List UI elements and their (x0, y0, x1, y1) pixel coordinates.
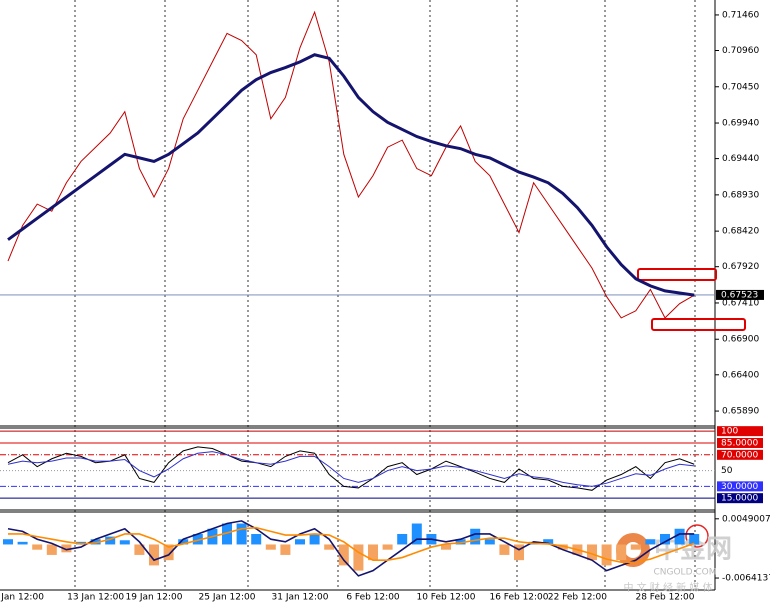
histogram-bar (90, 539, 101, 545)
histogram-bar (587, 544, 597, 561)
histogram-bar (368, 544, 378, 561)
histogram-bar (499, 544, 510, 555)
x-tick-label: 31 Jan 12:00 (272, 593, 329, 603)
histogram-bar (470, 528, 481, 545)
x-tick-label: 16 Feb 12:00 (489, 593, 548, 603)
line (7, 53, 695, 297)
current-price-box (716, 289, 764, 300)
level-label-box (717, 493, 763, 504)
line (7, 451, 695, 487)
histogram-bar (134, 544, 145, 555)
histogram-bar (178, 539, 189, 545)
histogram-bar (630, 544, 641, 550)
histogram-bar (557, 544, 568, 550)
x-tick-label: 28 Feb 12:00 (635, 593, 694, 603)
histogram-bar (192, 533, 203, 545)
y-tick-label: 30.0000 (721, 482, 758, 492)
line (7, 10, 695, 319)
histogram-bar (441, 544, 451, 550)
histogram-bar (251, 533, 262, 545)
histogram-bar (411, 523, 422, 545)
y-tick-label: 0.66400 (722, 370, 759, 380)
y-tick-label: 85.0000 (721, 438, 758, 448)
histogram-bar (149, 544, 159, 566)
panel-frames (0, 0, 716, 591)
histogram-bar (295, 539, 305, 545)
x-tick-label: Jan 12:00 (0, 593, 44, 603)
histogram-bar (324, 544, 335, 550)
level-label-box (717, 449, 763, 460)
histogram-bar (674, 528, 685, 545)
histogram-bar (280, 544, 291, 555)
histogram-bar (645, 539, 656, 545)
y-tick-label: 15.0000 (721, 494, 758, 504)
histogram-bar (616, 544, 627, 561)
histogram-bar (3, 539, 13, 545)
y-tick-label: 0.67920 (722, 262, 759, 272)
line (7, 520, 695, 577)
histogram-bar (601, 544, 612, 566)
histogram-bar (163, 544, 174, 561)
histogram-bar (543, 539, 554, 545)
histogram-bar (222, 523, 232, 545)
y-tick-label: 0.71460 (722, 10, 759, 20)
histogram-bar (514, 544, 524, 561)
histogram-bar (119, 540, 130, 545)
y-tick-label: 0.68930 (722, 190, 759, 200)
histogram-bar (455, 539, 466, 545)
x-tick-label: 25 Jan 12:00 (199, 593, 256, 603)
histogram-bar (353, 544, 364, 571)
histogram-bar (397, 533, 408, 545)
x-tick-label: 13 Jan 12:00 (67, 593, 124, 603)
y-tick-label: 0.0049007 (722, 514, 770, 524)
y-tick-label: 0.70960 (722, 46, 759, 56)
level-label-box (717, 481, 763, 492)
y-tick-label: 0.68420 (722, 227, 759, 237)
histogram-bar (105, 536, 116, 545)
highlight-boxes (637, 268, 746, 331)
histogram-bar (689, 533, 700, 545)
histogram-bar (382, 544, 393, 550)
line (7, 446, 695, 491)
histogram-bar (484, 539, 495, 545)
x-tick-label: 22 Feb 12:00 (548, 593, 607, 603)
histogram-bar (309, 533, 320, 545)
y-tick-label: 0.67410 (722, 298, 759, 308)
level-label-box (717, 437, 763, 448)
x-tick-label: 6 Feb 12:00 (346, 593, 400, 603)
y-tick-label: 0.69940 (722, 119, 759, 129)
histogram-bar (660, 533, 670, 545)
y-tick-label: 0.66900 (722, 335, 759, 345)
histogram-bar (265, 544, 276, 550)
line (8, 526, 695, 564)
y-tick-label: 50 (721, 466, 733, 476)
y-tick-label: -0.0064137 (722, 574, 770, 584)
histogram-bar (236, 523, 247, 545)
current-price-label: 0.67523 (721, 290, 758, 300)
y-tick-label: 0.65890 (722, 407, 759, 417)
y-tick-label: 0.70450 (722, 82, 759, 92)
histogram-bar (17, 541, 28, 545)
y-tick-label: 0.69440 (722, 154, 759, 164)
watermark-slogan: 中 文 财 经 新 媒 体 (623, 581, 712, 594)
level-label-box (717, 426, 763, 437)
histogram-bar (32, 544, 43, 550)
histogram-bar (61, 544, 72, 553)
watermark-site: CNGOLD.COM (653, 568, 716, 578)
y-tick-label: 70.0000 (721, 450, 758, 460)
x-tick-label: 10 Feb 12:00 (416, 593, 475, 603)
y-tick-label: 100 (721, 427, 738, 437)
histogram-bar (46, 544, 57, 555)
x-tick-label: 19 Jan 12:00 (126, 593, 183, 603)
histogram-bar (338, 544, 349, 566)
